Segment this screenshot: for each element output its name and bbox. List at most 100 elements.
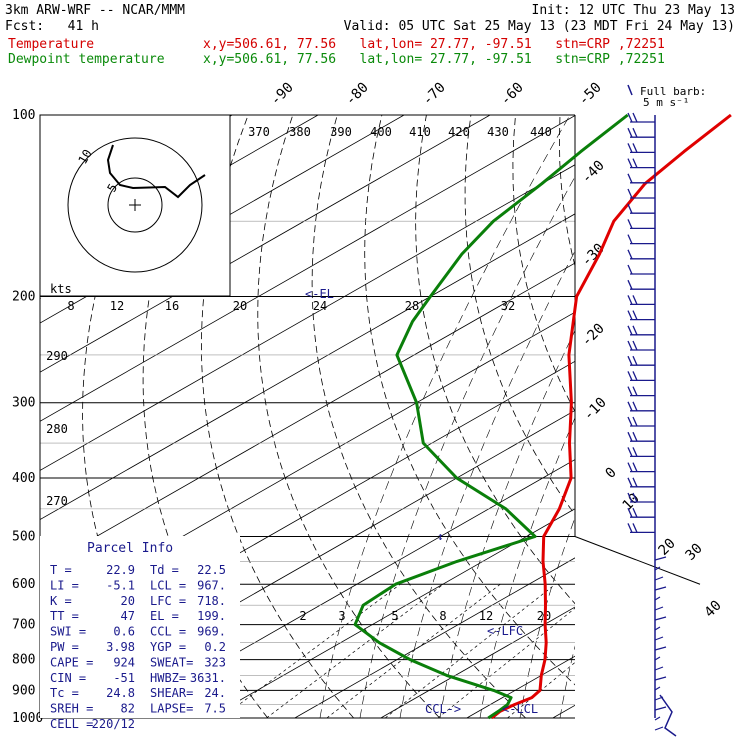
isotherm-line [40,115,491,373]
parcel-value: 22.9 [106,563,135,577]
wind-barb-low [654,586,667,591]
parcel-label: CIN = [50,671,86,685]
hodograph-ring-outer [67,137,203,273]
wind-barb-flag [627,173,633,184]
level-annotation: CCL-> [425,702,461,716]
theta-label: 430 [487,125,509,139]
parcel-value: 0.2 [204,640,226,654]
upper-axis-label: 32 [501,299,515,313]
moist-adiabat-line [519,516,575,718]
wind-barb-low [654,606,664,611]
wind-barb-flag [632,310,638,320]
parcel-label: LI = [50,578,79,592]
wind-barb-low [654,576,664,581]
mixing-ratio-label: 5 [391,609,398,623]
isotherm-line [40,164,575,471]
parcel-value: 24. [204,686,226,700]
pressure-tick-label: 300 [12,396,35,411]
parcel-label: SHEAR= [150,686,193,700]
pressure-tick-label: 100 [12,108,35,123]
isotherm-label: 30 [683,541,706,564]
isotherm-line [380,606,575,718]
wind-barb-flag [632,447,638,457]
parcel-label: PW = [50,640,79,654]
moist-adiabat-line [559,645,575,718]
wind-barb-cluster [659,694,677,737]
parcel-label: Tc = [50,686,79,700]
wind-barb-low [654,616,667,621]
wind-barb-flag [632,462,638,472]
parcel-label: CAPE = [50,655,93,669]
hodograph-ring-label: 10 [75,147,94,167]
wind-barb-flag [627,447,633,457]
level-annotation: <-EL [305,287,334,301]
parcel-label: CELL = [50,717,93,731]
dry-adiabat-line [694,115,740,718]
parcel-label: EL = [150,609,179,623]
pressure-tick-label: 900 [12,683,35,698]
model-title: 3km ARW-WRF -- NCAR/MMM [5,3,186,18]
parcel-info-title: Parcel Info [87,541,173,556]
wind-barb-flag [632,477,638,488]
isotherm-line [552,704,575,718]
parcel-label: SWEAT= [150,655,193,669]
mixing-ratio-line [437,607,575,718]
parcel-value: 967. [197,578,226,592]
wind-barb-flag [627,203,633,214]
theta-label: 440 [530,125,552,139]
wind-barb-flag [632,158,638,168]
wind-barb-flag [627,143,633,153]
wind-barb-flag [627,523,633,533]
wind-barb-low [654,626,661,631]
wind-barb-low [654,676,667,681]
parcel-value: 7.5 [204,702,226,716]
level-annotation: <-LCL [502,702,538,716]
level-annotation: <-LFC [487,624,523,638]
wind-barb-flag [632,112,638,123]
wind-barb-flag [632,401,638,412]
upper-axis-label: 16 [165,299,179,313]
mixing-ratio-line [326,583,501,718]
wind-barb-flag [627,234,633,244]
wind-barb-low [654,566,661,571]
moist-adiabat-line [359,176,575,718]
parcel-value: 220/12 [92,717,135,731]
pressure-tick-label: 1000 [12,711,43,726]
isotherm-label: -20 [579,321,608,350]
wind-barb-flag [632,523,638,533]
mixing-ratio-lines [220,583,575,718]
parcel-value: 3631. [190,671,226,685]
mixing-ratio-line [384,583,556,718]
parcel-value: 82 [121,702,135,716]
dewpoint-legend-label: Dewpoint temperature [8,52,165,67]
parcel-value: 924 [113,655,135,669]
parcel-label: SWI = [50,625,86,639]
moist-adiabat-line [600,115,740,718]
valid-time: Valid: 05 UTC Sat 25 May 13 (23 MDT Fri … [343,19,735,34]
parcel-label: CCL = [150,625,186,639]
isotherm-line [725,115,740,718]
isotherm-label: -60 [498,80,527,109]
wind-barb-flag [627,295,633,305]
parcel-value: 718. [197,594,226,608]
parcel-info-background [40,536,240,718]
isotherm-label: 20 [656,536,679,559]
theta-left-label: 270 [46,494,68,508]
dry-adiabat-line [605,115,740,718]
wind-barb-flag [632,127,638,138]
moist-adiabat-line [479,417,575,718]
barb-legend-label: Full barb: [640,85,706,98]
wind-barb-flag [627,477,633,488]
parcel-label: K = [50,594,72,608]
parcel-label: LCL = [150,578,186,592]
theta-label: 380 [289,125,311,139]
wind-barb-flag [632,431,638,442]
upper-axis-label: 28 [405,299,419,313]
parcel-value: 323 [204,655,226,669]
wind-barb-low [654,646,667,651]
isotherm-label: -40 [579,158,608,187]
parcel-value: -51 [113,671,135,685]
mixing-ratio-label: 2 [299,609,306,623]
wind-barb-flag [627,219,633,229]
wind-barb-flag [632,295,638,305]
